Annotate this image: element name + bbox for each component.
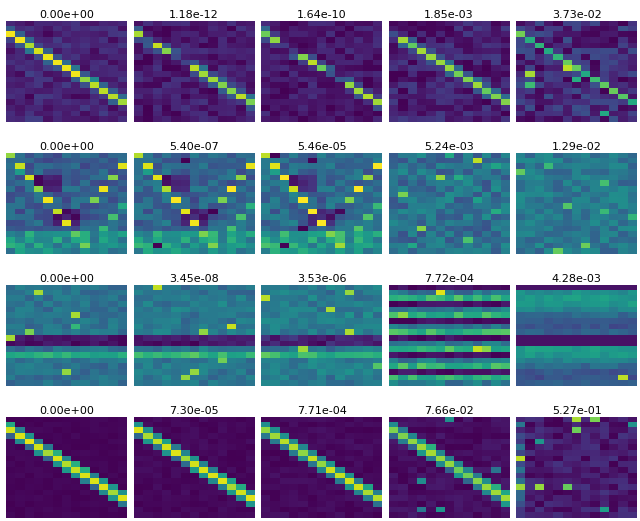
Title: 7.30e-05: 7.30e-05	[169, 406, 219, 416]
Title: 1.18e-12: 1.18e-12	[169, 10, 219, 20]
Title: 5.46e-05: 5.46e-05	[297, 142, 346, 152]
Title: 1.29e-02: 1.29e-02	[552, 142, 602, 152]
Title: 5.27e-01: 5.27e-01	[552, 406, 602, 416]
Title: 0.00e+00: 0.00e+00	[39, 10, 94, 20]
Title: 5.40e-07: 5.40e-07	[169, 142, 219, 152]
Title: 0.00e+00: 0.00e+00	[39, 406, 94, 416]
Title: 3.45e-08: 3.45e-08	[169, 274, 219, 284]
Title: 0.00e+00: 0.00e+00	[39, 142, 94, 152]
Title: 4.28e-03: 4.28e-03	[552, 274, 602, 284]
Title: 7.71e-04: 7.71e-04	[297, 406, 346, 416]
Title: 1.85e-03: 1.85e-03	[424, 10, 474, 20]
Title: 7.66e-02: 7.66e-02	[424, 406, 474, 416]
Title: 3.73e-02: 3.73e-02	[552, 10, 602, 20]
Title: 0.00e+00: 0.00e+00	[39, 274, 94, 284]
Title: 7.72e-04: 7.72e-04	[424, 274, 474, 284]
Title: 3.53e-06: 3.53e-06	[297, 274, 346, 284]
Title: 1.64e-10: 1.64e-10	[297, 10, 346, 20]
Title: 5.24e-03: 5.24e-03	[424, 142, 474, 152]
